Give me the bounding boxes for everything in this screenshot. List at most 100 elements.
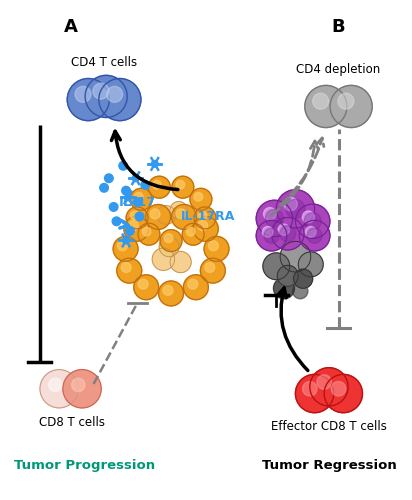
Circle shape <box>134 275 159 299</box>
Circle shape <box>263 253 290 280</box>
Circle shape <box>105 174 113 182</box>
Circle shape <box>264 228 279 244</box>
Circle shape <box>171 204 197 230</box>
Circle shape <box>138 279 148 289</box>
Circle shape <box>186 228 195 236</box>
Circle shape <box>193 216 218 242</box>
Circle shape <box>133 198 142 206</box>
Circle shape <box>293 284 308 299</box>
Circle shape <box>49 378 62 392</box>
Circle shape <box>302 382 317 396</box>
Circle shape <box>299 220 330 251</box>
Circle shape <box>265 210 283 228</box>
Circle shape <box>128 220 138 230</box>
Circle shape <box>200 258 225 283</box>
Circle shape <box>152 248 175 270</box>
Text: CD8 T cells: CD8 T cells <box>40 416 105 428</box>
Circle shape <box>256 220 287 251</box>
Circle shape <box>264 208 276 220</box>
Circle shape <box>107 86 123 102</box>
Circle shape <box>138 223 160 245</box>
Circle shape <box>125 194 131 200</box>
Circle shape <box>331 382 346 396</box>
Circle shape <box>205 262 215 272</box>
Circle shape <box>152 180 161 189</box>
Circle shape <box>298 252 323 277</box>
Circle shape <box>274 278 295 299</box>
Circle shape <box>160 230 182 252</box>
Circle shape <box>132 175 139 182</box>
Circle shape <box>126 207 148 229</box>
Circle shape <box>124 216 149 242</box>
Circle shape <box>172 176 194 198</box>
Circle shape <box>272 218 304 250</box>
Circle shape <box>295 204 330 238</box>
Circle shape <box>313 93 329 109</box>
Text: Tumor Regression: Tumor Regression <box>262 459 396 472</box>
Text: A: A <box>63 18 77 36</box>
Circle shape <box>182 223 204 245</box>
Circle shape <box>208 241 218 250</box>
Circle shape <box>100 184 108 192</box>
Circle shape <box>176 209 186 219</box>
Circle shape <box>295 374 334 412</box>
Circle shape <box>170 202 187 219</box>
Circle shape <box>305 86 347 128</box>
Circle shape <box>67 78 109 120</box>
Text: Effector CD8 T cells: Effector CD8 T cells <box>271 420 387 434</box>
Circle shape <box>142 228 151 236</box>
Circle shape <box>204 236 229 262</box>
Text: IL-17: IL-17 <box>118 196 156 208</box>
Circle shape <box>324 374 363 412</box>
Circle shape <box>262 226 273 237</box>
Text: Tumor Progression: Tumor Progression <box>14 459 155 472</box>
Circle shape <box>85 76 127 118</box>
Circle shape <box>280 242 311 272</box>
Circle shape <box>293 269 313 288</box>
Circle shape <box>122 186 130 195</box>
Circle shape <box>284 198 297 211</box>
Circle shape <box>117 258 142 283</box>
Circle shape <box>135 212 144 221</box>
Circle shape <box>280 226 296 242</box>
Circle shape <box>117 241 127 250</box>
Circle shape <box>150 209 160 219</box>
Circle shape <box>126 226 134 235</box>
Circle shape <box>194 207 216 229</box>
Circle shape <box>63 370 101 408</box>
Circle shape <box>277 266 298 286</box>
Circle shape <box>198 220 208 230</box>
Circle shape <box>170 252 191 272</box>
Circle shape <box>157 206 176 225</box>
Circle shape <box>183 275 208 299</box>
Text: CD4 T cells: CD4 T cells <box>71 56 137 69</box>
Circle shape <box>330 86 372 128</box>
Circle shape <box>310 368 348 406</box>
Circle shape <box>159 281 183 306</box>
Circle shape <box>190 188 212 210</box>
Circle shape <box>119 162 128 170</box>
Circle shape <box>307 228 322 244</box>
Circle shape <box>146 204 171 230</box>
Circle shape <box>317 375 331 390</box>
Circle shape <box>141 180 150 189</box>
Circle shape <box>338 93 354 109</box>
Circle shape <box>123 237 129 244</box>
Text: IL-17RA: IL-17RA <box>180 210 235 223</box>
Circle shape <box>152 160 158 167</box>
Circle shape <box>163 286 173 296</box>
Circle shape <box>72 378 85 392</box>
Circle shape <box>109 202 118 211</box>
Circle shape <box>276 190 315 228</box>
Circle shape <box>159 237 179 256</box>
Circle shape <box>40 370 78 408</box>
Circle shape <box>304 212 321 230</box>
Circle shape <box>286 200 305 218</box>
Circle shape <box>134 192 143 201</box>
Circle shape <box>113 236 138 262</box>
Circle shape <box>198 211 207 220</box>
Circle shape <box>75 86 91 102</box>
Text: CD4 depletion: CD4 depletion <box>296 63 381 76</box>
Circle shape <box>305 226 316 237</box>
Circle shape <box>93 83 109 99</box>
